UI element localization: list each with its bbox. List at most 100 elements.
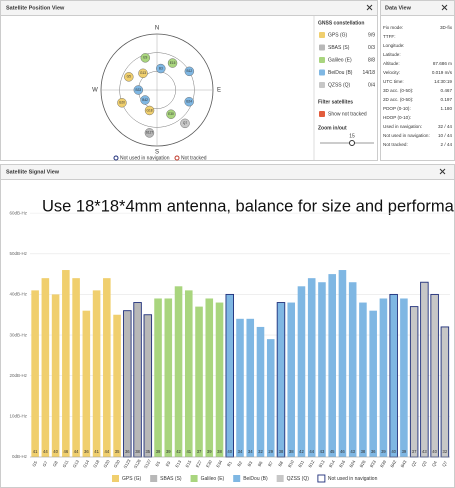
compass-label: S [155, 150, 159, 156]
data-label: Fix mode: [383, 25, 403, 30]
satellite [156, 63, 166, 74]
data-label: Not used in navigation: [383, 133, 430, 138]
bar [225, 293, 234, 458]
legend-label: QZSS (Q) [287, 476, 310, 482]
section-title: GNSS constellation [318, 20, 364, 26]
x-tick-label: B13 [318, 459, 326, 469]
data-label: 3D acc. (0-50): [383, 88, 413, 93]
checkbox[interactable] [319, 111, 325, 117]
legend-label: Not used in navigation [328, 476, 378, 482]
data-value: 0.019 m/s [432, 70, 453, 75]
bar [205, 298, 214, 457]
x-tick-label: B6 [257, 460, 264, 468]
legend-swatch [317, 474, 326, 483]
value-label: 46 [64, 449, 69, 454]
value-label: 35 [145, 449, 150, 454]
value-label: 36 [371, 449, 376, 454]
satellite-label: G5 [127, 75, 131, 79]
value-label: 37 [412, 449, 417, 454]
x-tick-label: G14 [82, 459, 91, 469]
constellation-name: BeiDou (B) [328, 70, 353, 76]
x-tick-label: Q4 [431, 460, 438, 468]
annotation: Use 18*18*4mm antenna, balance for size … [42, 197, 455, 215]
bar [133, 302, 142, 458]
bar [72, 278, 80, 457]
data-value: 32 / 44 [438, 124, 452, 129]
data-value: 10 / 44 [438, 133, 452, 138]
close-icon[interactable] [441, 4, 448, 11]
x-tick-label: B42 [389, 459, 397, 469]
data-value: 0.467 [441, 88, 453, 93]
bar [41, 278, 50, 457]
value-label: 40 [391, 449, 396, 454]
x-tick-label: B1 [226, 460, 233, 468]
bar [389, 293, 398, 458]
bar [246, 318, 255, 457]
value-label: 39 [156, 449, 161, 454]
satellite-label: G18 [147, 108, 153, 112]
legend-label: Not used in navigation [120, 155, 170, 161]
position-panel [0, 0, 378, 161]
value-label: 46 [340, 449, 345, 454]
x-tick-label: B16 [338, 459, 346, 469]
value-label: 39 [166, 449, 171, 454]
bar [62, 270, 70, 457]
legend-swatch [150, 475, 158, 482]
bar [359, 302, 367, 457]
value-label: 36 [125, 449, 130, 454]
value-label: 44 [43, 449, 48, 454]
close-icon[interactable] [366, 4, 373, 11]
x-tick-label: B2 [236, 460, 243, 468]
checkbox[interactable] [319, 32, 325, 38]
bar [379, 298, 388, 457]
section-title: Filter satellites [318, 99, 353, 105]
satellite-label: E9 [143, 56, 147, 60]
legend-swatch [233, 475, 241, 482]
value-label: 35 [115, 449, 120, 454]
panel-title: Data View [385, 5, 412, 11]
checkbox[interactable] [319, 57, 325, 63]
x-tick-label: Q7 [441, 460, 448, 468]
bar [369, 310, 377, 457]
bar [318, 282, 326, 457]
slider-thumb[interactable] [349, 140, 355, 146]
value-label: 41 [33, 449, 38, 454]
satellite [184, 97, 194, 107]
x-tick-label: E13 [174, 459, 182, 469]
checkbox[interactable] [319, 69, 325, 76]
data-label: Latitude: [383, 52, 401, 57]
bar [440, 326, 450, 458]
bar [409, 306, 419, 458]
bar [113, 314, 121, 457]
satellite-label: B24 [186, 100, 192, 104]
value-label: 29 [268, 449, 273, 454]
data-label: 2D acc. (0-50): [383, 97, 413, 102]
zoom-value: 15 [349, 133, 355, 139]
bar [338, 270, 347, 457]
x-tick-label: E9 [165, 460, 172, 468]
legend-label: GPS (G) [122, 476, 142, 482]
value-label: 43 [350, 449, 355, 454]
y-tick-label: 20dB-Hz [9, 373, 27, 378]
value-label: 42 [176, 449, 181, 454]
satellite [140, 95, 150, 105]
compass-label: N [155, 26, 159, 32]
x-tick-label: G13 [72, 459, 81, 469]
x-tick-label: B33 [369, 459, 377, 469]
legend-swatch [174, 155, 180, 161]
constellation-count: 9/9 [368, 32, 375, 38]
close-icon[interactable] [439, 168, 446, 175]
section-title: Zoom in/out [318, 125, 347, 131]
panel-title: Satellite Signal View [6, 169, 60, 175]
checkbox[interactable] [319, 82, 325, 88]
x-tick-label: B12 [307, 459, 315, 469]
bar [215, 302, 224, 457]
bar [82, 310, 91, 457]
legend-swatch [190, 475, 198, 482]
bar [266, 339, 275, 457]
satellite [117, 98, 127, 108]
constellation-name: QZSS (Q) [328, 82, 351, 88]
value-label: 45 [330, 449, 335, 454]
y-tick-label: 50dB-Hz [9, 251, 27, 256]
checkbox[interactable] [319, 44, 325, 51]
